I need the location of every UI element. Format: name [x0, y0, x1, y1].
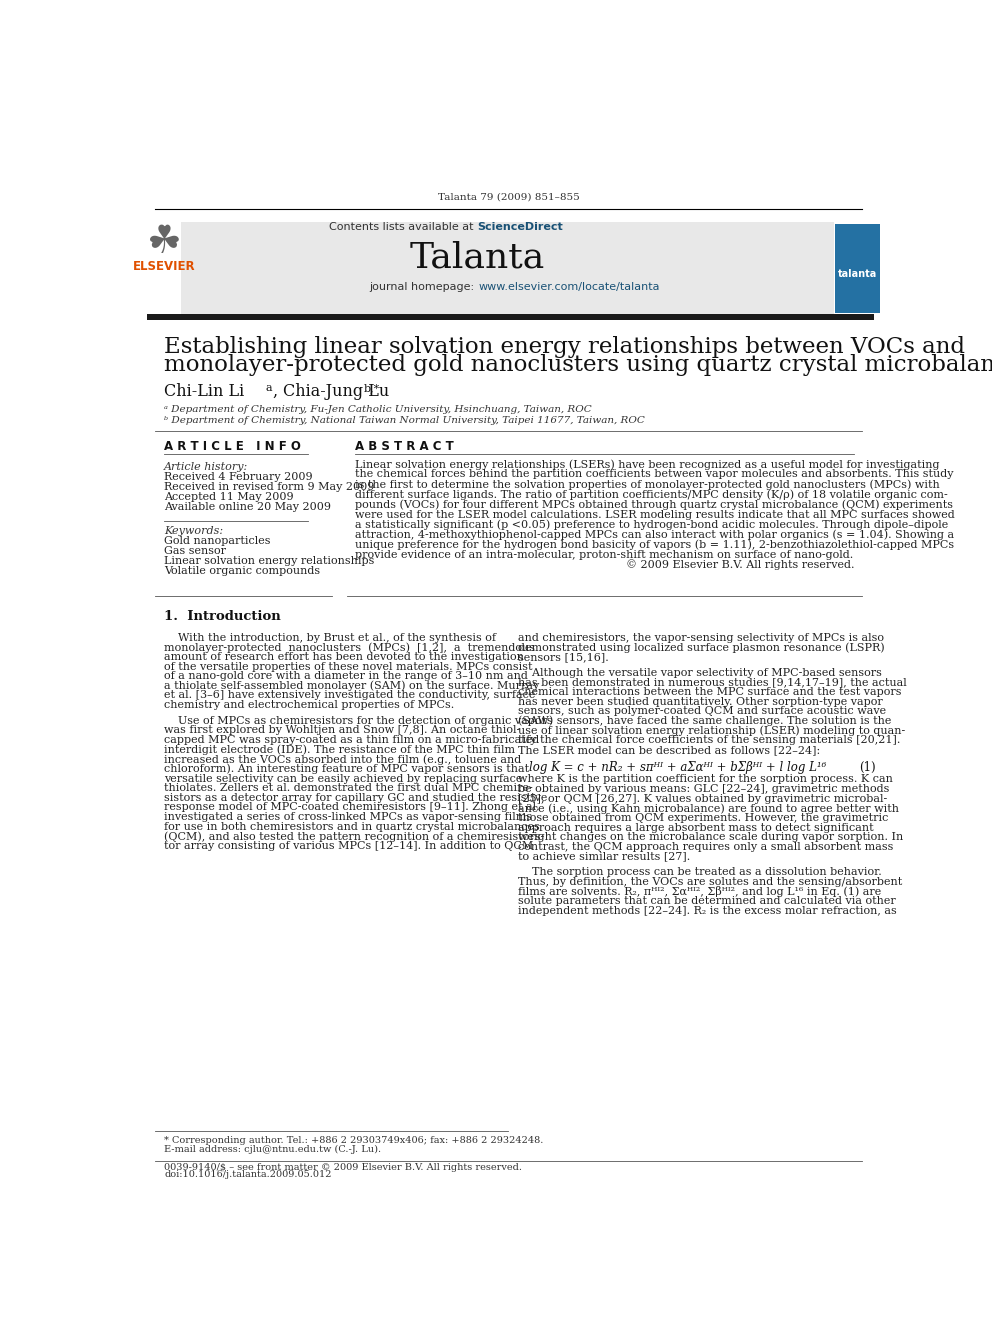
Text: investigated a series of cross-linked MPCs as vapor-sensing films: investigated a series of cross-linked MP…: [165, 812, 533, 822]
Text: the chemical forces behind the partition coefficients between vapor molecules an: the chemical forces behind the partition…: [355, 470, 953, 479]
Bar: [835, 224, 881, 312]
Text: Keywords:: Keywords:: [165, 527, 223, 536]
Bar: [181, 222, 834, 315]
Text: ance (i.e., using Kahn microbalance) are found to agree better with: ance (i.e., using Kahn microbalance) are…: [518, 803, 899, 814]
Text: log K = c + nR₂ + sπᴴᴵ + aΣαᴴᴵ + bΣβᴴᴵ + l log L¹⁶: log K = c + nR₂ + sπᴴᴵ + aΣαᴴᴵ + bΣβᴴᴵ +…: [530, 761, 826, 774]
Text: Linear solvation energy relationships (LSERs) have been recognized as a useful m: Linear solvation energy relationships (L…: [355, 459, 939, 470]
Text: those obtained from QCM experiments. However, the gravimetric: those obtained from QCM experiments. How…: [518, 812, 888, 823]
Text: capped MPC was spray-coated as a thin film on a micro-fabricated: capped MPC was spray-coated as a thin fi…: [165, 736, 540, 745]
Text: Received in revised form 9 May 2009: Received in revised form 9 May 2009: [165, 482, 375, 492]
Text: Thus, by definition, the VOCs are solutes and the sensing/absorbent: Thus, by definition, the VOCs are solute…: [518, 877, 902, 886]
Text: Establishing linear solvation energy relationships between VOCs and: Establishing linear solvation energy rel…: [165, 336, 965, 357]
Text: tor array consisting of various MPCs [12–14]. In addition to QCM: tor array consisting of various MPCs [12…: [165, 841, 534, 851]
Text: to achieve similar results [27].: to achieve similar results [27].: [518, 852, 690, 861]
Text: Chia-Jung Lu: Chia-Jung Lu: [283, 382, 389, 400]
Text: Received 4 February 2009: Received 4 February 2009: [165, 472, 312, 482]
Text: Talanta: Talanta: [410, 241, 545, 274]
Text: monolayer-protected  nanoclusters  (MPCs)  [1,2],  a  tremendous: monolayer-protected nanoclusters (MPCs) …: [165, 642, 536, 652]
Text: The LSER model can be described as follows [22–24]:: The LSER model can be described as follo…: [518, 745, 820, 754]
Text: thiolates. Zellers et al. demonstrated the first dual MPC chemire-: thiolates. Zellers et al. demonstrated t…: [165, 783, 533, 794]
Text: unique preference for the hydrogen bond basicity of vapors (b = 1.11), 2-benzoth: unique preference for the hydrogen bond …: [355, 540, 954, 550]
Text: Talanta 79 (2009) 851–855: Talanta 79 (2009) 851–855: [437, 193, 579, 202]
Text: et al. [3–6] have extensively investigated the conductivity, surface: et al. [3–6] have extensively investigat…: [165, 691, 536, 700]
Text: chloroform). An interesting feature of MPC vapor sensors is that: chloroform). An interesting feature of M…: [165, 763, 530, 774]
Text: has never been studied quantitatively. Other sorption-type vapor: has never been studied quantitatively. O…: [518, 697, 883, 706]
Text: Use of MPCs as chemiresistors for the detection of organic vapors: Use of MPCs as chemiresistors for the de…: [165, 716, 553, 726]
Text: approach requires a large absorbent mass to detect significant: approach requires a large absorbent mass…: [518, 823, 873, 832]
Bar: [147, 314, 874, 320]
Text: ,: ,: [273, 382, 288, 400]
Text: A B S T R A C T: A B S T R A C T: [355, 441, 453, 454]
Text: sensors [15,16].: sensors [15,16].: [518, 652, 608, 662]
Text: talanta: talanta: [838, 270, 878, 279]
Text: use of linear solvation energy relationship (LSER) modeling to quan-: use of linear solvation energy relations…: [518, 725, 905, 736]
Text: 0039-9140/$ – see front matter © 2009 Elsevier B.V. All rights reserved.: 0039-9140/$ – see front matter © 2009 El…: [165, 1163, 523, 1172]
Text: interdigit electrode (IDE). The resistance of the MPC thin film: interdigit electrode (IDE). The resistan…: [165, 745, 516, 755]
Text: attraction, 4-methoxythiophenol-capped MPCs can also interact with polar organic: attraction, 4-methoxythiophenol-capped M…: [355, 529, 954, 540]
Text: Chi-Lin Li: Chi-Lin Li: [165, 382, 245, 400]
Text: b,*: b,*: [363, 384, 380, 393]
Text: solute parameters that can be determined and calculated via other: solute parameters that can be determined…: [518, 896, 896, 906]
Text: a: a: [265, 384, 272, 393]
Text: of a nano-gold core with a diameter in the range of 3–10 nm and: of a nano-gold core with a diameter in t…: [165, 671, 528, 681]
Text: amount of research effort has been devoted to the investigation: amount of research effort has been devot…: [165, 652, 524, 662]
Text: ᵇ Department of Chemistry, National Taiwan Normal University, Taipei 11677, Taiw: ᵇ Department of Chemistry, National Taiw…: [165, 415, 645, 425]
Text: ☘: ☘: [147, 222, 182, 261]
Text: (1): (1): [859, 761, 876, 774]
Text: was first explored by Wohltjen and Snow [7,8]. An octane thiol-: was first explored by Wohltjen and Snow …: [165, 725, 521, 736]
Text: pounds (VOCs) for four different MPCs obtained through quartz crystal microbalan: pounds (VOCs) for four different MPCs ob…: [355, 499, 953, 509]
Text: Volatile organic compounds: Volatile organic compounds: [165, 566, 320, 577]
Text: With the introduction, by Brust et al., of the synthesis of: With the introduction, by Brust et al., …: [165, 632, 496, 643]
Text: Available online 20 May 2009: Available online 20 May 2009: [165, 501, 331, 512]
Text: demonstrated using localized surface plasmon resonance (LSPR): demonstrated using localized surface pla…: [518, 642, 884, 652]
Text: 1.  Introduction: 1. Introduction: [165, 610, 281, 623]
Text: a thiolate self-assembled monolayer (SAM) on the surface. Murray: a thiolate self-assembled monolayer (SAM…: [165, 680, 540, 691]
Text: www.elsevier.com/locate/talanta: www.elsevier.com/locate/talanta: [479, 282, 661, 291]
Text: monolayer-protected gold nanoclusters using quartz crystal microbalance: monolayer-protected gold nanoclusters us…: [165, 355, 992, 376]
Text: A R T I C L E   I N F O: A R T I C L E I N F O: [165, 441, 302, 454]
Text: © 2009 Elsevier B.V. All rights reserved.: © 2009 Elsevier B.V. All rights reserved…: [626, 560, 854, 570]
Text: Gold nanoparticles: Gold nanoparticles: [165, 536, 271, 546]
Text: Although the versatile vapor selectivity of MPC-based sensors: Although the versatile vapor selectivity…: [518, 668, 882, 677]
Text: sistors as a detector array for capillary GC and studied the resistive: sistors as a detector array for capillar…: [165, 792, 548, 803]
Text: tify the chemical force coefficients of the sensing materials [20,21].: tify the chemical force coefficients of …: [518, 736, 900, 745]
Text: (SAW) sensors, have faced the same challenge. The solution is the: (SAW) sensors, have faced the same chall…: [518, 716, 891, 726]
Text: sensors, such as polymer-coated QCM and surface acoustic wave: sensors, such as polymer-coated QCM and …: [518, 706, 886, 716]
Text: and chemiresistors, the vapor-sensing selectivity of MPCs is also: and chemiresistors, the vapor-sensing se…: [518, 632, 884, 643]
Text: different surface ligands. The ratio of partition coefficients/MPC density (K/ρ): different surface ligands. The ratio of …: [355, 490, 947, 500]
Text: [25], or QCM [26,27]. K values obtained by gravimetric microbal-: [25], or QCM [26,27]. K values obtained …: [518, 794, 887, 803]
Text: The sorption process can be treated as a dissolution behavior.: The sorption process can be treated as a…: [518, 867, 882, 877]
Text: chemistry and electrochemical properties of MPCs.: chemistry and electrochemical properties…: [165, 700, 454, 710]
Text: be obtained by various means: GLC [22–24], gravimetric methods: be obtained by various means: GLC [22–24…: [518, 785, 889, 794]
Text: for use in both chemiresistors and in quartz crystal microbalances: for use in both chemiresistors and in qu…: [165, 822, 540, 832]
Text: doi:10.1016/j.talanta.2009.05.012: doi:10.1016/j.talanta.2009.05.012: [165, 1170, 331, 1179]
Text: a statistically significant (p <0.05) preference to hydrogen-bond acidic molecul: a statistically significant (p <0.05) pr…: [355, 519, 948, 529]
Text: * Corresponding author. Tel.: +886 2 29303749x406; fax: +886 2 29324248.: * Corresponding author. Tel.: +886 2 293…: [165, 1136, 544, 1144]
Text: ᵃ Department of Chemistry, Fu-Jen Catholic University, Hsinchuang, Taiwan, ROC: ᵃ Department of Chemistry, Fu-Jen Cathol…: [165, 405, 592, 414]
Text: contrast, the QCM approach requires only a small absorbent mass: contrast, the QCM approach requires only…: [518, 841, 893, 852]
Text: versatile selectivity can be easily achieved by replacing surface: versatile selectivity can be easily achi…: [165, 774, 523, 783]
Text: Article history:: Article history:: [165, 462, 249, 472]
Text: were used for the LSER model calculations. LSER modeling results indicate that a: were used for the LSER model calculation…: [355, 509, 954, 520]
Text: Contents lists available at: Contents lists available at: [329, 221, 477, 232]
Text: response model of MPC-coated chemiresistors [9–11]. Zhong et al.: response model of MPC-coated chemiresist…: [165, 803, 540, 812]
Text: films are solvents. R₂, πᴴᴵ², Σαᴴᴵ², Σβᴴᴵ², and log L¹⁶ in Eq. (1) are: films are solvents. R₂, πᴴᴵ², Σαᴴᴵ², Σβᴴ…: [518, 886, 881, 897]
Text: Accepted 11 May 2009: Accepted 11 May 2009: [165, 492, 294, 501]
Text: ELSEVIER: ELSEVIER: [133, 261, 195, 273]
Text: where K is the partition coefficient for the sorption process. K can: where K is the partition coefficient for…: [518, 774, 893, 785]
Text: ScienceDirect: ScienceDirect: [477, 221, 563, 232]
Text: provide evidence of an intra-molecular, proton-shift mechanism on surface of nan: provide evidence of an intra-molecular, …: [355, 549, 853, 560]
Text: is the first to determine the solvation properties of monolayer-protected gold n: is the first to determine the solvation …: [355, 479, 939, 490]
Text: journal homepage:: journal homepage:: [369, 282, 477, 291]
Text: of the versatile properties of these novel materials. MPCs consist: of the versatile properties of these nov…: [165, 662, 533, 672]
Text: chemical interactions between the MPC surface and the test vapors: chemical interactions between the MPC su…: [518, 687, 901, 697]
Text: (QCM), and also tested the pattern recognition of a chemiresistors-: (QCM), and also tested the pattern recog…: [165, 831, 545, 841]
Text: E-mail address: cjlu@ntnu.edu.tw (C.-J. Lu).: E-mail address: cjlu@ntnu.edu.tw (C.-J. …: [165, 1146, 382, 1154]
Text: weight changes on the microbalance scale during vapor sorption. In: weight changes on the microbalance scale…: [518, 832, 903, 843]
Text: increased as the VOCs absorbed into the film (e.g., toluene and: increased as the VOCs absorbed into the …: [165, 754, 522, 765]
Text: independent methods [22–24]. R₂ is the excess molar refraction, as: independent methods [22–24]. R₂ is the e…: [518, 906, 897, 916]
Text: has been demonstrated in numerous studies [9,14,17–19], the actual: has been demonstrated in numerous studie…: [518, 677, 907, 688]
Text: Gas sensor: Gas sensor: [165, 546, 226, 557]
Text: Linear solvation energy relationships: Linear solvation energy relationships: [165, 557, 375, 566]
